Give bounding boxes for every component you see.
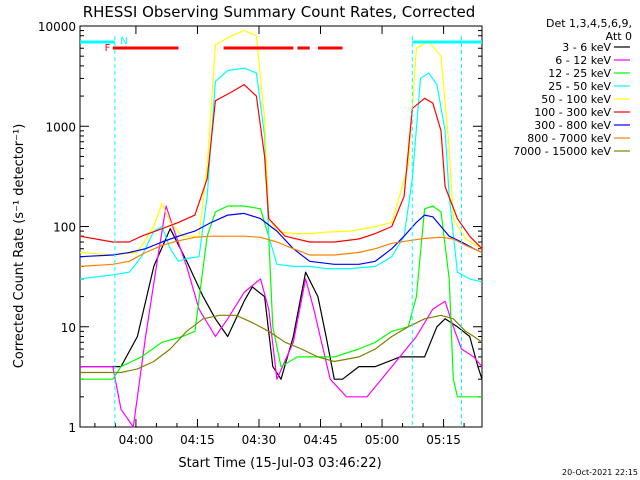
series-line [80, 314, 483, 374]
legend-entry-label: 6 - 12 keV [555, 54, 611, 67]
series-line [80, 228, 483, 380]
legend-entry-label: 12 - 25 keV [548, 67, 611, 80]
x-tick-label: 05:00 [365, 433, 400, 447]
y-axis-label: Corrected Count Rate (s⁻¹ detector⁻¹) [12, 124, 27, 369]
y-tick-label: 1000 [45, 120, 76, 134]
legend-entry-label: 3 - 6 keV [562, 41, 611, 54]
series-line [79, 83, 483, 250]
series-line [79, 67, 483, 283]
timestamp: 20-Oct-2021 22:15 [562, 468, 638, 477]
flare-flag-label: F [105, 43, 111, 54]
legend-entry-label: 7000 - 15000 keV [513, 145, 611, 158]
series-group [79, 30, 483, 428]
legend-entry-label: 25 - 50 keV [548, 80, 611, 93]
annotations: FN [80, 36, 482, 427]
y-tick-label: 10 [61, 321, 76, 335]
y-tick-label: 1 [68, 421, 76, 435]
plot-axes: 04:00 04:15 04:30 04:45 05:00 05:15 1 10 100 1000… [38, 20, 483, 447]
x-tick-label: 05:15 [426, 433, 461, 447]
x-tick-label: 04:45 [303, 433, 338, 447]
legend-entry-label: 800 - 7000 keV [527, 132, 611, 145]
x-tick-label: 04:15 [180, 433, 215, 447]
series-line [79, 235, 483, 267]
x-tick-label: 04:30 [242, 433, 277, 447]
y-tick-label: 100 [53, 221, 76, 235]
legend-entry-label: 300 - 800 keV [534, 119, 611, 132]
chart-title: RHESSI Observing Summary Count Rates, Co… [83, 3, 476, 21]
series-line [79, 212, 483, 265]
night-flag-label: N [120, 36, 127, 47]
series-line [80, 205, 483, 428]
legend-entry-label: 50 - 100 keV [541, 93, 611, 106]
series-line [79, 30, 483, 256]
x-axis-label: Start Time (15-Jul-03 03:46:22) [178, 456, 381, 471]
x-tick-label: 04:00 [119, 433, 154, 447]
y-tick-label: 10000 [38, 20, 76, 34]
legend-header-line2: Att 0 [606, 30, 632, 43]
legend-header-line1: Det 1,3,4,5,6,9, [546, 17, 632, 30]
legend-entry-label: 100 - 300 keV [534, 106, 611, 119]
